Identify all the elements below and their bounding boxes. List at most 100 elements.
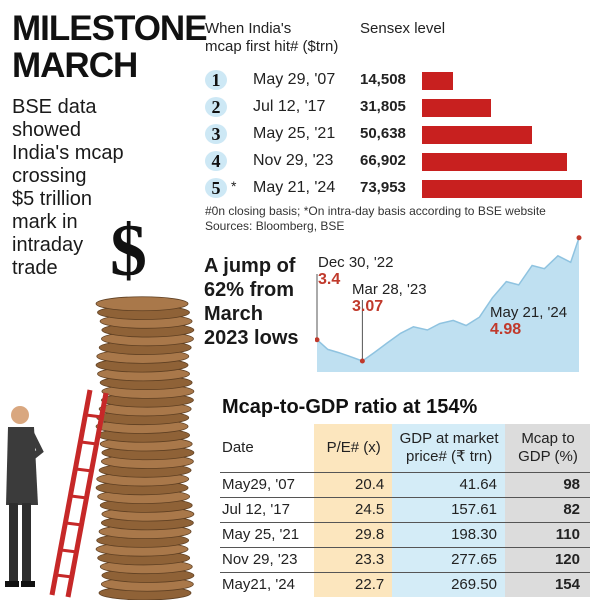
mcap-area [317, 237, 579, 372]
subhead-line: BSE data [12, 96, 97, 118]
milestone-number-badge: 4 [205, 151, 227, 171]
sensex-value: 31,805 [360, 98, 406, 115]
milestone-row: 2 Jul 12, '17 31,805 [205, 97, 590, 117]
ratio-header-line: GDP (%) [518, 448, 578, 465]
milestone-row: 1 May 29, '07 14,508 [205, 70, 590, 90]
sensex-bar [422, 72, 454, 90]
mcap-column-header: When India's mcap first hit# ($trn) [205, 20, 338, 56]
annotated-point [359, 358, 365, 364]
ratio-header: Mcap to GDP (%) [504, 424, 590, 473]
ratio-header-line: Mcap to [521, 430, 575, 447]
annotation-date: May 21, '24 [490, 304, 568, 321]
annotation-value: 4.98 [490, 321, 522, 338]
jump-callout: A jump of 62% from March 2023 lows [204, 254, 314, 350]
annotated-point [576, 235, 582, 241]
milestone-number-badge: 1 [205, 70, 227, 90]
annotation-value: 3.4 [318, 271, 341, 288]
gdp-cell: 269.50 [392, 572, 505, 597]
jump-callout-line: 62% from [204, 279, 295, 301]
mcap-line [316, 237, 580, 362]
gdp-cell: 198.30 [392, 522, 505, 548]
subhead-line: showed [12, 119, 81, 141]
milestone-row: 3 May 25, '21 50,638 [205, 124, 590, 144]
date-header: Date [222, 439, 254, 456]
pe-cell: 20.4 [314, 472, 393, 498]
pe-header: P/E# (x) [314, 424, 393, 473]
gdp-table: Date P/E# (x) GDP at market price# (₹ tr… [220, 424, 590, 597]
date-cell: Nov 29, '23 [220, 547, 315, 573]
milestone-date: May 25, '21 [253, 125, 336, 142]
coin-stack [95, 296, 195, 600]
milestone-date: May 21, '24 [253, 179, 336, 196]
milestone-number-badge: 2 [205, 97, 227, 117]
annotation-may-2024: May 21, '24 4.98 [490, 304, 567, 339]
footnote: #0n closing basis; *On intra-day basis a… [205, 204, 546, 234]
ratio-cell: 98 [504, 472, 590, 498]
gdp-header: GDP at market price# (₹ trn) [392, 424, 505, 473]
ladder-icon [49, 389, 109, 598]
intraday-star: * [231, 178, 237, 194]
subhead-line: trade [12, 257, 58, 279]
pe-cell: 29.8 [314, 522, 393, 548]
subhead-line: intraday [12, 234, 84, 256]
subhead-line: India's mcap [12, 142, 124, 164]
sensex-column-header: Sensex level [360, 20, 446, 37]
mcap-area-chart [315, 235, 582, 372]
gdp-table-title: Mcap-to-GDP ratio at 154% [222, 396, 478, 418]
gdp-table-row: May29, '07 20.4 41.64 98 [220, 472, 590, 498]
ratio-cell: 82 [504, 497, 590, 523]
annotation-value: 3.07 [352, 298, 384, 315]
sensex-bar [422, 153, 567, 171]
mcap-column-header-line: mcap first hit# ($trn) [205, 38, 339, 55]
coin [95, 296, 189, 312]
headline-line: MILESTONE [12, 9, 208, 48]
date-cell: Jul 12, '17 [220, 497, 315, 523]
mcap-column-header-line: When India's [205, 20, 292, 37]
milestone-row: 4 Nov 29, '23 66,902 [205, 151, 590, 171]
milestone-number-badge: 5 [205, 178, 227, 198]
ratio-cell: 120 [504, 547, 590, 573]
gdp-cell: 41.64 [392, 472, 505, 498]
subhead-line: mark in [12, 211, 78, 233]
sensex-bar [422, 99, 491, 117]
jump-callout-line: March [204, 303, 263, 325]
footnote-line: #0n closing basis; *On intra-day basis a… [205, 204, 546, 218]
date-cell: May 25, '21 [220, 522, 315, 548]
subhead-line: crossing [12, 165, 87, 187]
gdp-table-row: Jul 12, '17 24.5 157.61 82 [220, 497, 590, 523]
date-cell: May21, '24 [220, 572, 315, 597]
gdp-table-row: May21, '24 22.7 269.50 154 [220, 572, 590, 597]
annotation-dec-2022: Dec 30, '22 3.4 [318, 254, 393, 289]
pe-cell: 23.3 [314, 547, 393, 573]
milestone-number-badge: 3 [205, 124, 227, 144]
pe-cell: 24.5 [314, 497, 393, 523]
dollar-sign-icon: $ [110, 215, 147, 292]
milestone-date: May 29, '07 [253, 71, 336, 88]
gdp-table-row: Nov 29, '23 23.3 277.65 120 [220, 547, 590, 573]
annotation-date: Dec 30, '22 [318, 254, 394, 271]
ratio-cell: 154 [504, 572, 590, 597]
annotation-mar-2023: Mar 28, '23 3.07 [352, 281, 427, 316]
date-cell: May29, '07 [220, 472, 315, 498]
subhead: BSE data showed India's mcap crossing $5… [12, 96, 177, 280]
sensex-bar [422, 180, 582, 198]
ratio-cell: 110 [504, 522, 590, 548]
sensex-value: 73,953 [360, 179, 406, 196]
gdp-cell: 157.61 [392, 497, 505, 523]
gdp-header-line: GDP at market [399, 430, 499, 447]
gdp-header-line: price# (₹ trn) [405, 448, 493, 465]
gdp-cell: 277.65 [392, 547, 505, 573]
jump-callout-line: 2023 lows [204, 327, 299, 349]
milestone-date: Jul 12, '17 [253, 98, 326, 115]
annotated-point [315, 337, 320, 343]
sensex-value: 50,638 [360, 125, 406, 142]
headline-line: MARCH [12, 46, 138, 85]
milestone-date: Nov 29, '23 [253, 152, 334, 169]
coin-stack-illustration: $ [5, 215, 195, 600]
headline: MILESTONE MARCH [12, 9, 208, 85]
jump-callout-line: A jump of [204, 255, 296, 277]
sensex-value: 14,508 [360, 71, 406, 88]
milestone-row: 5 * May 21, '24 73,953 [205, 178, 590, 198]
sensex-value: 66,902 [360, 152, 406, 169]
annotation-date: Mar 28, '23 [352, 281, 427, 298]
